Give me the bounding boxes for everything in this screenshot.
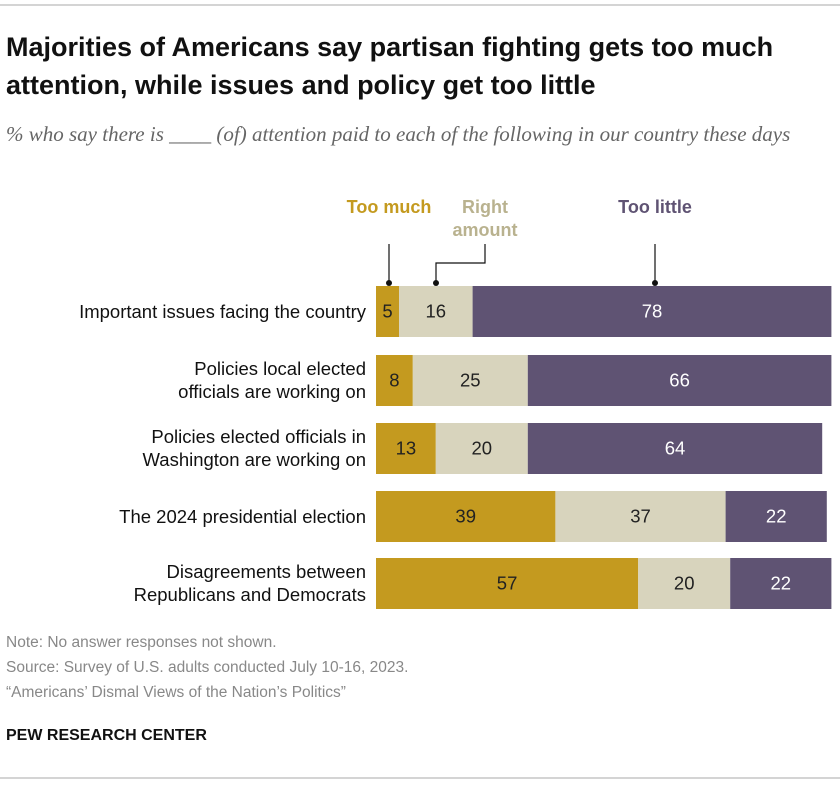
bar-segment bbox=[730, 558, 832, 609]
category-label: Policies local elected officials are wor… bbox=[178, 358, 366, 402]
note: “Americans’ Dismal Views of the Nation’s… bbox=[6, 684, 346, 701]
value-label: 5 bbox=[382, 300, 392, 321]
value-label: 16 bbox=[426, 300, 447, 321]
value-label: 78 bbox=[642, 300, 663, 321]
bar-segment bbox=[376, 558, 639, 609]
value-label: 37 bbox=[630, 505, 651, 526]
value-label: 13 bbox=[396, 437, 417, 458]
category-label: Policies elected officials in Washington… bbox=[142, 426, 367, 470]
value-label: 64 bbox=[665, 437, 686, 458]
bar-segment bbox=[638, 558, 731, 609]
legend-dots bbox=[386, 280, 658, 286]
source-org: PEW RESEARCH CENTER bbox=[6, 727, 207, 744]
note: Source: Survey of U.S. adults conducted … bbox=[6, 659, 409, 676]
bar-segment bbox=[725, 491, 827, 542]
bar-segment bbox=[376, 355, 413, 406]
legend-label: Too little bbox=[618, 197, 692, 217]
value-label: 22 bbox=[771, 572, 792, 593]
legend-label: Too much bbox=[346, 197, 432, 217]
bar-segment bbox=[376, 491, 556, 542]
chart-subtitle: % who say there is ____ (of) attention p… bbox=[6, 122, 791, 146]
category-label: Disagreements between Republicans and De… bbox=[133, 561, 366, 605]
value-label: 25 bbox=[460, 369, 481, 390]
category-label: Important issues facing the country bbox=[79, 300, 366, 322]
chart-title: Majorities of Americans say partisan fig… bbox=[6, 32, 774, 100]
bar-segment bbox=[435, 423, 528, 474]
legend-connectors bbox=[388, 244, 656, 283]
value-label: 8 bbox=[389, 369, 399, 390]
category-label: The 2024 presidential election bbox=[119, 505, 366, 527]
value-label: 22 bbox=[766, 505, 787, 526]
value-label: 66 bbox=[669, 369, 690, 390]
value-label: 20 bbox=[472, 437, 493, 458]
bar-segment bbox=[376, 423, 436, 474]
bar-segment bbox=[527, 423, 823, 474]
bar-segment bbox=[412, 355, 528, 406]
value-label: 39 bbox=[455, 505, 476, 526]
note: Note: No answer responses not shown. bbox=[6, 634, 277, 651]
legend-label: Right amount bbox=[452, 197, 518, 240]
value-label: 20 bbox=[674, 572, 695, 593]
bar-segment bbox=[555, 491, 726, 542]
bar-segment bbox=[376, 286, 399, 337]
value-label: 57 bbox=[497, 572, 518, 593]
bar-segment bbox=[399, 286, 473, 337]
bar-segment bbox=[527, 355, 832, 406]
bar-segment bbox=[472, 286, 832, 337]
